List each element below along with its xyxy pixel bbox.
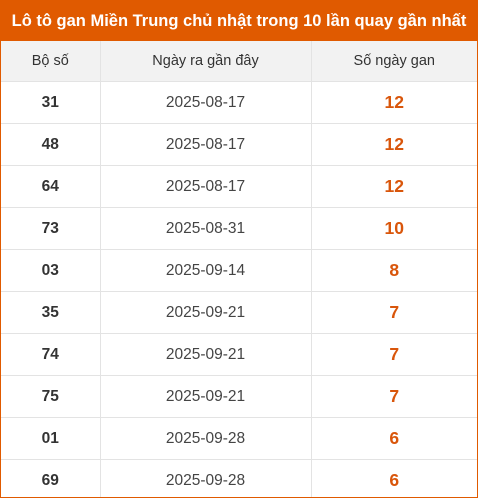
table-row: 64 2025-08-17 12 bbox=[1, 165, 477, 208]
cell-days: 12 bbox=[311, 165, 477, 208]
cell-date: 2025-08-17 bbox=[100, 165, 312, 208]
table-row: 48 2025-08-17 12 bbox=[1, 123, 477, 166]
cell-date: 2025-09-21 bbox=[100, 333, 312, 376]
cell-date: 2025-08-31 bbox=[100, 207, 312, 250]
panel-title: Lô tô gan Miền Trung chủ nhật trong 10 l… bbox=[1, 1, 477, 41]
table-row: 75 2025-09-21 7 bbox=[1, 375, 477, 418]
table-row: 03 2025-09-14 8 bbox=[1, 249, 477, 292]
cell-days: 7 bbox=[311, 375, 477, 418]
table-row: 74 2025-09-21 7 bbox=[1, 333, 477, 376]
cell-number: 75 bbox=[1, 375, 101, 418]
cell-number: 69 bbox=[1, 459, 101, 497]
cell-number: 48 bbox=[1, 123, 101, 166]
cell-date: 2025-09-28 bbox=[100, 417, 312, 460]
column-header-date: Ngày ra gần đây bbox=[100, 41, 312, 82]
lotto-gan-table: Bộ số Ngày ra gần đây Số ngày gan 31 202… bbox=[1, 41, 477, 497]
cell-days: 6 bbox=[389, 470, 400, 490]
table-row: 01 2025-09-28 6 bbox=[1, 417, 477, 460]
cell-days: 8 bbox=[311, 249, 477, 292]
column-header-days: Số ngày gan bbox=[311, 41, 477, 82]
cell-number: 03 bbox=[1, 249, 101, 292]
cell-date: 2025-08-17 bbox=[100, 123, 312, 166]
cell-days: 7 bbox=[311, 291, 477, 334]
cell-number: 73 bbox=[1, 207, 101, 250]
cell-number: 01 bbox=[1, 417, 101, 460]
cell-days: 12 bbox=[311, 81, 477, 124]
cell-number: 74 bbox=[1, 333, 101, 376]
table-header-row: Bộ số Ngày ra gần đây Số ngày gan bbox=[1, 41, 477, 82]
table-row: 35 2025-09-21 7 bbox=[1, 291, 477, 334]
cell-date: 2025-08-17 bbox=[100, 81, 312, 124]
cell-days: 10 bbox=[311, 207, 477, 250]
cell-number: 35 bbox=[1, 291, 101, 334]
table-row: 31 2025-08-17 12 bbox=[1, 81, 477, 124]
table-row: 69 2025-09-28 6 bbox=[1, 459, 477, 497]
cell-days: 6 bbox=[311, 417, 477, 460]
cell-date: 2025-09-21 bbox=[100, 375, 312, 418]
cell-days: 12 bbox=[311, 123, 477, 166]
cell-date: 2025-09-28 bbox=[100, 459, 312, 497]
cell-number: 64 bbox=[1, 165, 101, 208]
cell-number: 31 bbox=[1, 81, 101, 124]
cell-days: 7 bbox=[311, 333, 477, 376]
cell-date: 2025-09-14 bbox=[100, 249, 312, 292]
table-row: 73 2025-08-31 10 bbox=[1, 207, 477, 250]
column-header-number: Bộ số bbox=[1, 41, 101, 82]
cell-date: 2025-09-21 bbox=[100, 291, 312, 334]
